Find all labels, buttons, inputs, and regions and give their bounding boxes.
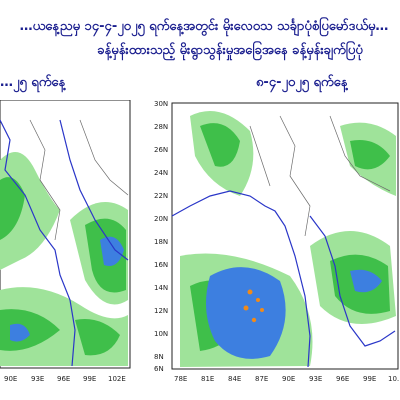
right-y-tick-labels: 30N 28N 26N 24N 22N 20N 18N 16N 14N 12N … xyxy=(154,100,168,373)
right-x-tick-label: 90E xyxy=(282,375,295,383)
left-x-tick-labels: 90E 93E 96E 99E 102E xyxy=(4,375,126,383)
left-x-tick-label: 93E xyxy=(31,375,44,383)
right-y-tick-label: 28N xyxy=(154,123,168,131)
left-rainfall-map: 90E 93E 96E 99E 102E xyxy=(0,100,131,383)
left-land-border xyxy=(29,119,129,241)
right-x-tick-label: 78E xyxy=(174,375,187,383)
right-x-tick-label: 96E xyxy=(336,375,349,383)
right-y-tick-label: 12N xyxy=(154,307,168,315)
right-x-tick-label: 93E xyxy=(309,375,322,383)
left-panel-date-label: …၂၅ ရက်နေ့ xyxy=(0,75,66,90)
right-y-tick-label: 20N xyxy=(154,215,168,223)
right-y-tick-label: 22N xyxy=(154,192,168,200)
right-y-tick-label: 6N xyxy=(154,365,164,373)
left-x-tick-label: 102E xyxy=(108,375,126,383)
left-rain-heavy xyxy=(10,236,124,342)
right-rain-heavy xyxy=(206,267,382,359)
left-x-tick-label: 96E xyxy=(57,375,70,383)
left-x-tick-label: 90E xyxy=(4,375,17,383)
right-y-tick-label: 8N xyxy=(154,353,164,361)
right-x-tick-label: 99E xyxy=(363,375,376,383)
right-x-tick-label: 81E xyxy=(201,375,214,383)
right-y-tick-label: 14N xyxy=(154,284,168,292)
right-y-tick-label: 18N xyxy=(154,238,168,246)
header-title-line-2: ခန့်မှန်းထားသည့် မိုးရွာသွန်းမှုအခြေအနေ … xyxy=(97,43,363,58)
right-land-border xyxy=(249,115,391,237)
left-x-tick-label: 99E xyxy=(83,375,96,383)
left-coastline xyxy=(0,119,129,367)
right-panel-date-label: ၈-၄-၂၀၂၅ ရက်နေ့ xyxy=(256,75,348,90)
right-x-tick-label: 10… xyxy=(388,375,400,383)
forecast-header: …ယနေ့ညမှ ၁၄-၄-၂၀၂၅ ရက်နေ့အတွင်း မိုးလေဝသ… xyxy=(0,0,400,62)
right-x-tick-label: 84E xyxy=(228,375,241,383)
right-x-tick-labels: 78E 81E 84E 87E 90E 93E 96E 99E 10… xyxy=(174,375,400,383)
right-rain-very-heavy xyxy=(243,289,264,323)
right-coastline xyxy=(171,190,396,368)
right-y-tick-label: 30N xyxy=(154,100,168,108)
right-y-tick-label: 24N xyxy=(154,169,168,177)
right-y-tick-label: 16N xyxy=(154,261,168,269)
header-title-line-1: …ယနေ့ညမှ ၁၄-၄-၂၀၂၅ ရက်နေ့အတွင်း မိုးလေဝသ… xyxy=(19,19,389,34)
right-y-tick-label: 26N xyxy=(154,146,168,154)
right-y-tick-label: 10N xyxy=(154,330,168,338)
right-rainfall-map: 30N 28N 26N 24N 22N 20N 18N 16N 14N 12N … xyxy=(154,100,400,383)
right-x-tick-label: 87E xyxy=(255,375,268,383)
